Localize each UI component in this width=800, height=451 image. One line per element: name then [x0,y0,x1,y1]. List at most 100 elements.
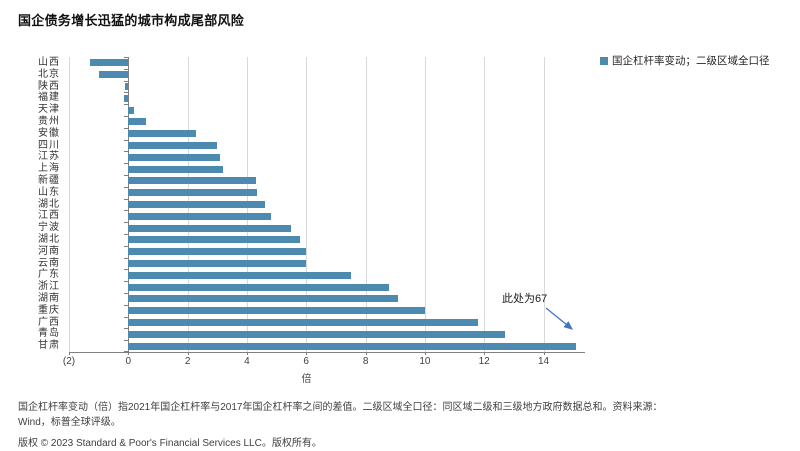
x-axis-ticks: (2) 0 2 4 6 8 10 12 14 [63,356,585,370]
footnote: 国企杠杆率变动（倍）指2021年国企杠杆率与2017年国企杠杆率之间的差值。二级… [18,401,768,430]
gridline [69,57,70,352]
annotation-arrow-icon [545,307,574,330]
category-label: 陕西 [38,80,60,92]
bar [128,260,307,267]
category-label: 湖北 [38,233,60,245]
category-tickmark [124,116,129,117]
category-tickmark [124,104,129,105]
category-tickmark [124,305,129,306]
gridline [365,57,367,352]
category-tickmark [124,351,129,352]
legend-marker-icon [600,56,608,65]
bar [128,212,271,220]
bar [128,177,256,185]
x-tick-label: 8 [362,356,369,367]
category-tickmark [124,57,129,58]
bar [128,295,399,303]
x-axis-tickmark [543,352,545,355]
page-title: 国企债务增长迅猛的城市构成尾部风险 [18,13,245,28]
category-tickmark [124,69,129,70]
category-label: 福建 [38,92,60,104]
category-tickmark [124,258,129,259]
bar [128,118,147,126]
category-label: 四川 [38,139,60,151]
bar [128,236,301,244]
gridline [484,57,486,352]
category-label: 安徽 [38,127,60,139]
x-tick-label: 14 [537,356,550,367]
legend-label: 国企杠杆率变动；二级区域全口径 [612,55,770,67]
category-label: 湖南 [38,292,60,304]
category-label: 青岛 [38,328,60,340]
footnote-line: Wind，标普全球评级。 [18,416,121,428]
bar [89,59,129,67]
category-tickmark [124,340,129,341]
category-label: 贵州 [38,115,60,127]
category-tickmark [124,187,129,188]
bar [128,330,505,338]
bar [128,106,135,114]
x-tick-label: 10 [419,356,431,367]
x-axis-tickmark [246,352,248,355]
x-axis-tickmark [365,352,367,355]
x-tick-label: (2) [62,356,76,367]
category-label: 广西 [38,316,60,328]
category-label: 甘肃 [38,340,60,352]
bar [128,189,258,197]
category-tickmark [124,128,129,129]
category-tickmark [124,151,129,152]
x-tick-label: 6 [303,356,309,367]
category-tickmark [124,175,129,176]
x-axis-tickmark [69,352,70,355]
category-label: 上海 [38,163,60,175]
category-tickmark [124,199,129,200]
x-tick-label: 4 [244,356,250,367]
category-tickmark [124,92,129,93]
bar [128,283,390,291]
x-axis-title: 倍 [301,374,312,385]
category-tickmark [124,328,129,329]
category-tickmark [124,293,129,294]
x-axis-tickmark [484,352,486,355]
category-label: 宁波 [38,222,60,234]
category-label: 山东 [38,186,60,198]
category-tickmark [124,281,129,282]
bar [128,142,218,149]
category-tickmark [124,222,129,223]
plot-area: 山西 北京 陕西 福建 天津 贵州 安徽 四川 江苏 上海 新疆 山东 湖北 江西 宁波 湖北 河南 云南 广东 浙江… [38,57,585,355]
x-axis-tickmark [128,352,130,355]
bar [128,201,265,208]
copyright-line: 版权 © 2023 Standard & Poor's Financial Se… [18,438,322,449]
bar [128,165,224,173]
category-tickmark [124,234,129,235]
x-axis-tickmark [424,352,426,355]
bar [128,342,577,350]
bar [128,130,197,138]
bar [128,307,425,315]
category-label: 河南 [38,245,60,257]
bar [128,153,221,161]
category-label: 江苏 [38,151,60,163]
gridline [424,57,426,352]
bar [128,248,307,256]
category-tickmark [124,81,129,82]
category-tickmark [124,317,129,318]
x-tick-label: 12 [478,356,490,367]
gridline [306,57,308,352]
category-label: 湖北 [38,198,60,210]
x-tick-label: 2 [184,356,191,367]
footnote-line: 国企杠杆率变动（倍）指2021年国企杠杆率与2017年国企杠杆率之间的差值。二级… [18,402,663,413]
category-label: 天津 [38,104,60,116]
category-tickmark [124,246,129,247]
category-label: 新疆 [38,174,60,186]
category-tickmark [124,210,129,211]
category-label: 广东 [38,269,60,281]
category-label: 北京 [38,68,60,80]
category-tickmark [124,140,129,141]
bar [128,271,351,279]
category-label: 重庆 [38,304,60,316]
category-label: 山西 [38,56,60,68]
category-label: 云南 [38,257,60,269]
category-label: 浙江 [38,281,60,293]
